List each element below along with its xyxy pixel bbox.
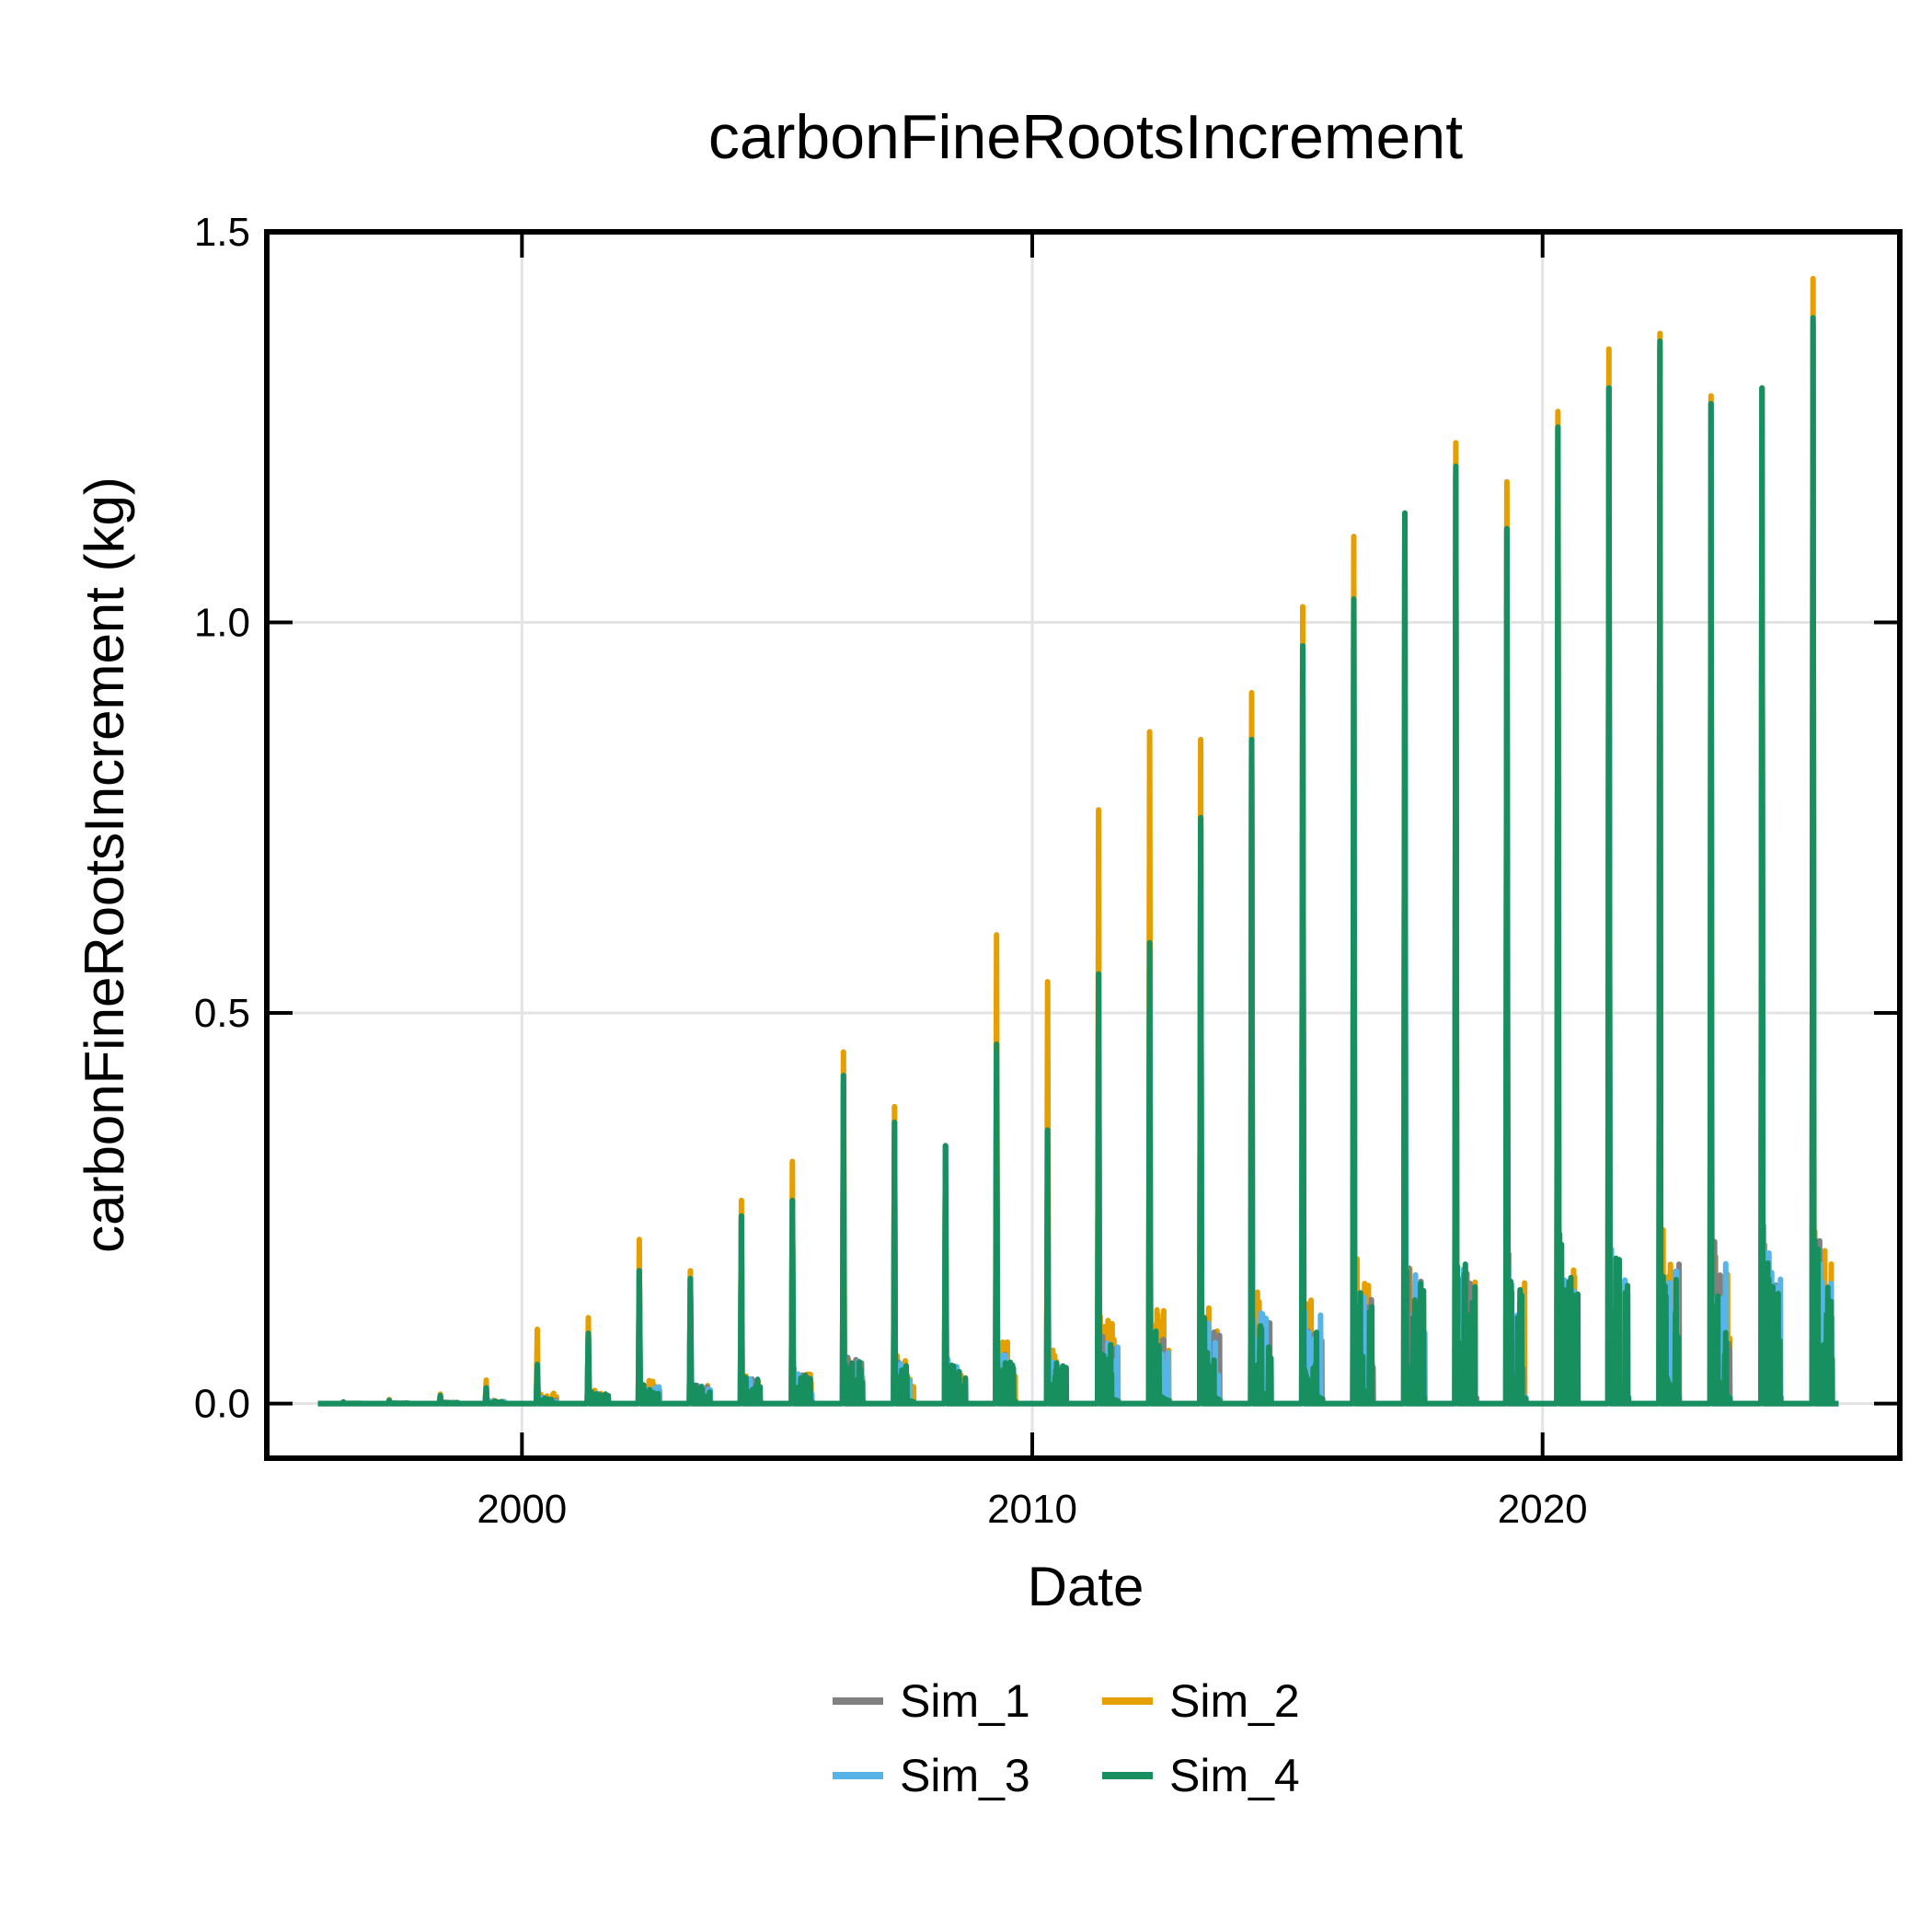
x-tick-label: 2010: [987, 1487, 1077, 1532]
y-tick-label: 0.5: [194, 991, 250, 1036]
series-layer: [317, 275, 1839, 1407]
legend-label: Sim_3: [900, 1750, 1030, 1801]
legend-label: Sim_1: [900, 1675, 1030, 1727]
y-tick-label: 0.0: [194, 1382, 250, 1427]
chart-title: carbonFineRootsIncrement: [708, 102, 1463, 172]
x-tick-label: 2000: [477, 1487, 567, 1532]
legend-item-sim-1: Sim_1: [833, 1675, 1030, 1727]
y-tick-label: 1.5: [194, 210, 250, 255]
y-tick-label: 1.0: [194, 601, 250, 646]
legend-label: Sim_4: [1169, 1750, 1300, 1801]
plot-frame: [264, 229, 1903, 1461]
grid: [267, 230, 1900, 1458]
legend: Sim_1 Sim_2 Sim_3 Sim_4: [833, 1675, 1300, 1801]
plot-area: [317, 275, 1839, 1407]
legend-item-sim-2: Sim_2: [1102, 1675, 1300, 1727]
legend-item-sim-4: Sim_4: [1102, 1750, 1300, 1801]
y-axis-label: carbonFineRootsIncrement (kg): [74, 477, 135, 1253]
series-line-sim-4: [317, 315, 1839, 1407]
x-axis-label: Date: [1028, 1556, 1144, 1617]
ticks: 0.0 0.5 1.0 1.5 2000 2010 2020: [194, 210, 1900, 1532]
legend-label: Sim_2: [1169, 1675, 1300, 1727]
axes: [264, 229, 1903, 1461]
x-tick-label: 2020: [1498, 1487, 1588, 1532]
legend-item-sim-3: Sim_3: [833, 1750, 1030, 1801]
